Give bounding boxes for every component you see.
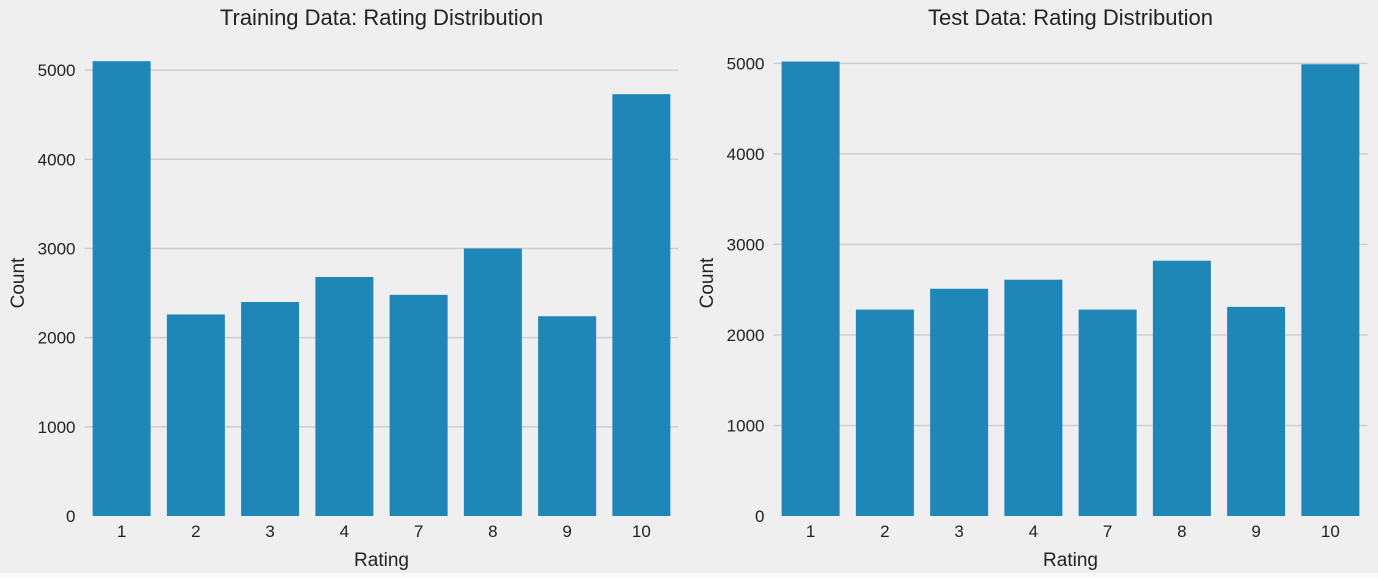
y-tick-label-4000: 4000 bbox=[38, 150, 76, 169]
x-tick-label-1: 1 bbox=[806, 522, 815, 541]
chart-title-test: Test Data: Rating Distribution bbox=[928, 5, 1213, 30]
y-tick-label-0: 0 bbox=[755, 507, 764, 526]
x-tick-label-2: 2 bbox=[191, 522, 200, 541]
y-tick-label-3000: 3000 bbox=[38, 239, 76, 258]
y-tick-label-2000: 2000 bbox=[38, 329, 76, 348]
bar-rating-1 bbox=[781, 61, 840, 517]
x-axis-label-training: Rating bbox=[354, 550, 409, 571]
x-axis-label-test: Rating bbox=[1043, 550, 1098, 571]
bar-rating-1 bbox=[92, 61, 151, 517]
bar-rating-7 bbox=[1078, 309, 1137, 516]
bar-rating-2 bbox=[166, 314, 225, 516]
x-tick-label-8: 8 bbox=[1177, 522, 1186, 541]
x-tick-label-2: 2 bbox=[880, 522, 889, 541]
bar-rating-4 bbox=[315, 277, 374, 516]
x-tick-label-8: 8 bbox=[488, 522, 497, 541]
bar-rating-9 bbox=[1227, 306, 1286, 516]
chart-title-training: Training Data: Rating Distribution bbox=[219, 5, 544, 30]
bar-rating-8 bbox=[1152, 260, 1211, 516]
figure-bottom-edge bbox=[0, 573, 1378, 578]
bar-rating-4 bbox=[1004, 279, 1063, 516]
bar-rating-7 bbox=[389, 294, 448, 516]
training-data-chart: 0 1000 2000 3000 4000 5000 1 2 3 4 7 8 9 10 Training … bbox=[8, 5, 679, 571]
x-tick-label-10: 10 bbox=[1321, 522, 1340, 541]
x-tick-label-9: 9 bbox=[1251, 522, 1260, 541]
x-tick-label-7: 7 bbox=[414, 522, 423, 541]
bar-rating-10 bbox=[612, 94, 671, 517]
y-tick-label-5000: 5000 bbox=[38, 61, 76, 80]
x-tick-label-7: 7 bbox=[1103, 522, 1112, 541]
x-tick-label-10: 10 bbox=[632, 522, 651, 541]
y-axis-label-training: Count bbox=[8, 257, 29, 309]
x-tick-label-4: 4 bbox=[1029, 522, 1038, 541]
test-data-chart: 0 1000 2000 3000 4000 5000 1 2 3 4 7 8 9 10 Test Data… bbox=[689, 0, 1378, 578]
y-tick-label-3000: 3000 bbox=[727, 235, 765, 254]
y-axis-label-test: Count bbox=[697, 257, 718, 309]
y-tick-label-1000: 1000 bbox=[727, 416, 765, 435]
training-data-plot: 0 1000 2000 3000 4000 5000 1 2 3 4 7 8 9 10 bbox=[38, 61, 679, 541]
x-tick-label-3: 3 bbox=[954, 522, 963, 541]
y-tick-label-2000: 2000 bbox=[727, 326, 765, 345]
x-tick-label-4: 4 bbox=[340, 522, 349, 541]
y-tick-label-4000: 4000 bbox=[727, 145, 765, 164]
x-tick-label-1: 1 bbox=[117, 522, 126, 541]
y-tick-label-1000: 1000 bbox=[38, 418, 76, 437]
bar-rating-3 bbox=[241, 301, 300, 516]
x-tick-label-3: 3 bbox=[265, 522, 274, 541]
bar-rating-9 bbox=[538, 316, 597, 516]
bar-rating-8 bbox=[463, 248, 522, 516]
bar-rating-3 bbox=[930, 288, 989, 516]
y-tick-label-5000: 5000 bbox=[727, 54, 765, 73]
y-tick-label-0: 0 bbox=[66, 507, 75, 526]
bar-rating-10 bbox=[1301, 64, 1360, 516]
x-tick-label-9: 9 bbox=[562, 522, 571, 541]
test-data-plot: 0 1000 2000 3000 4000 5000 1 2 3 4 7 8 9 10 bbox=[727, 54, 1368, 541]
bar-rating-2 bbox=[855, 309, 914, 516]
